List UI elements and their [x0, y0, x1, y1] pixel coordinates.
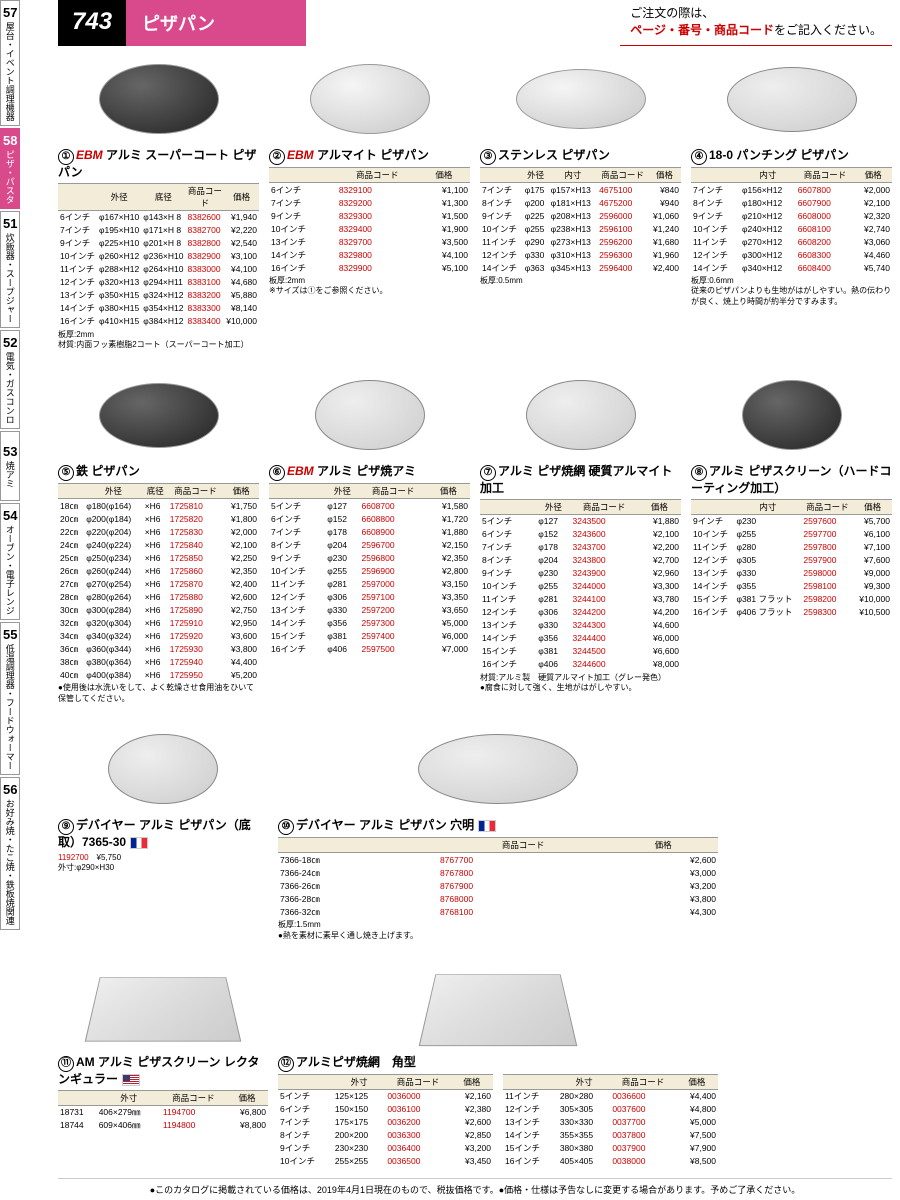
- product-title: ⑦アルミ ピザ焼網 硬質アルマイト加工: [480, 464, 681, 497]
- page-title: ピザパン: [126, 0, 306, 46]
- sidebar-category[interactable]: 53焼アミ: [0, 431, 20, 501]
- product-p8: ⑧アルミ ピザスクリーン（ハードコーティング加工）内寸商品コード価格9インチφ2…: [691, 370, 892, 704]
- product-grid: ①EBM アルミ スーパーコート ピザパン外径底径商品コード価格6インチφ167…: [58, 54, 892, 1168]
- product-note: 板厚:2mm※サイズは①をご参照ください。: [269, 276, 470, 297]
- product-title: ①EBM アルミ スーパーコート ピザパン: [58, 148, 259, 181]
- sidebar-category[interactable]: 51炊飯器・スープジャー: [0, 211, 20, 328]
- product-note: 板厚:2mm材質:内面フッ素樹脂2コート（スーパーコート加工）: [58, 330, 259, 351]
- product-note: 板厚:1.5mm●熱を素材に素早く通し焼き上げます。: [278, 920, 718, 941]
- product-p2: ②EBM アルマイト ピザパン商品コード価格6インチ8329100¥1,1007…: [269, 54, 470, 350]
- product-title: ④18-0 パンチング ピザパン: [691, 148, 892, 165]
- footer-note: ●このカタログに掲載されている価格は、2019年4月1日現在のもので、税抜価格で…: [58, 1178, 892, 1200]
- product-title: ⑨デバイヤー アルミ ピザパン（底取）7365-30: [58, 818, 268, 851]
- page-header: 743 ピザパン ご注文の際は、 ページ・番号・商品コードをご記入ください。: [58, 0, 892, 46]
- product-title: ⑫アルミピザ焼網 角型: [278, 1055, 718, 1072]
- product-p12: ⑫アルミピザ焼網 角型外寸商品コード価格5インチ125×1250036000¥2…: [278, 961, 718, 1168]
- product-p7: ⑦アルミ ピザ焼網 硬質アルマイト加工外径商品コード価格5インチφ1273243…: [480, 370, 681, 704]
- sidebar-category[interactable]: 52電気・ガスコンロ: [0, 330, 20, 429]
- product-note: ●使用後は水洗いをして、よく乾燥させ食用油をひいて保管してください。: [58, 683, 259, 704]
- sidebar-category[interactable]: 55低温調理器・フードウォーマー: [0, 622, 20, 775]
- sidebar-category[interactable]: 56お好み焼・たこ焼・鉄板焼関連: [0, 777, 20, 930]
- sidebar-category[interactable]: 54オーブン・電子レンジ: [0, 503, 20, 620]
- product-title: ②EBM アルマイト ピザパン: [269, 148, 470, 165]
- product-p5: ⑤鉄 ピザパン外径底径商品コード価格18㎝φ180(φ164)×H6172581…: [58, 370, 259, 704]
- product-note: 板厚:0.5mm: [480, 276, 681, 286]
- product-note: 材質:アルミ製 硬質アルマイト加工（グレー発色）●腐食に対して強く、生地がはがし…: [480, 673, 681, 694]
- product-note: 板厚:0.6mm従来のピザパンよりも生地がはがしやすい。熱の伝わりが良く、焼上り…: [691, 276, 892, 307]
- product-title: ⑤鉄 ピザパン: [58, 464, 259, 481]
- product-title: ③ステンレス ピザパン: [480, 148, 681, 165]
- product-p4: ④18-0 パンチング ピザパン内寸商品コード価格7インチφ156×H12660…: [691, 54, 892, 350]
- product-p3: ③ステンレス ピザパン外径内寸商品コード価格7インチφ175φ157×H1346…: [480, 54, 681, 350]
- category-sidebar: 57屋台・イベント調理機器58ピザ・パスタ51炊飯器・スープジャー52電気・ガス…: [0, 0, 50, 1200]
- page-number: 743: [58, 0, 126, 46]
- order-note: ご注文の際は、 ページ・番号・商品コードをご記入ください。: [620, 0, 892, 46]
- product-title: ⑧アルミ ピザスクリーン（ハードコーティング加工）: [691, 464, 892, 497]
- product-title: ⑩デバイヤー アルミ ピザパン 穴明: [278, 818, 718, 835]
- product-p9: ⑨デバイヤー アルミ ピザパン（底取）7365-301192700 ¥5,750…: [58, 724, 268, 941]
- sidebar-category[interactable]: 57屋台・イベント調理機器: [0, 0, 20, 126]
- main-content: 743 ピザパン ご注文の際は、 ページ・番号・商品コードをご記入ください。 ①…: [50, 0, 900, 1200]
- product-p6: ⑥EBM アルミ ピザ焼アミ外径商品コード価格5インチφ1276608700¥1…: [269, 370, 470, 704]
- product-title: ⑪AM アルミ ピザスクリーン レクタンギュラー: [58, 1055, 268, 1088]
- product-p11: ⑪AM アルミ ピザスクリーン レクタンギュラー外寸商品コード価格1873140…: [58, 961, 268, 1168]
- sidebar-category[interactable]: 58ピザ・パスタ: [0, 128, 20, 209]
- product-title: ⑥EBM アルミ ピザ焼アミ: [269, 464, 470, 481]
- product-p1: ①EBM アルミ スーパーコート ピザパン外径底径商品コード価格6インチφ167…: [58, 54, 259, 350]
- product-p10: ⑩デバイヤー アルミ ピザパン 穴明商品コード価格7366-18㎝8767700…: [278, 724, 718, 941]
